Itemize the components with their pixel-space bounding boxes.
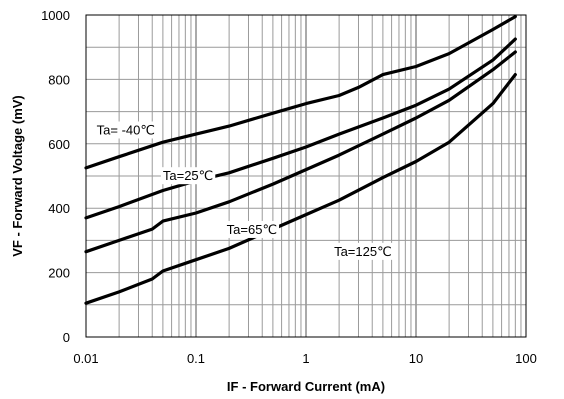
- y-tick-label: 800: [48, 72, 70, 87]
- x-tick-label: 0.1: [187, 351, 205, 366]
- series-label-background: [160, 167, 216, 185]
- x-tick-label: 10: [409, 351, 423, 366]
- series-label-background: [224, 220, 280, 238]
- y-tick-label: 1000: [41, 8, 70, 23]
- x-axis-ticks: 0.01 0.1 1 10 100: [73, 351, 537, 366]
- x-tick-label: 100: [515, 351, 537, 366]
- series-label-background: [94, 121, 157, 139]
- plot-frame: [85, 14, 527, 338]
- y-tick-label: 600: [48, 137, 70, 152]
- x-tick-label: 1: [302, 351, 309, 366]
- y-axis-label: VF - Forward Voltage (mV): [10, 95, 25, 257]
- series-label-3: Ta=65℃: [227, 222, 277, 237]
- series-line-3: [84, 50, 517, 254]
- y-axis-ticks: 0 200 400 600 800 1000: [41, 8, 70, 345]
- series-label-background: [332, 242, 394, 260]
- series-label-4: Ta=125℃: [334, 244, 392, 259]
- y-tick-label: 0: [63, 330, 70, 345]
- series-curves: [84, 15, 517, 305]
- y-tick-label: 200: [48, 266, 70, 281]
- x-axis-label: IF - Forward Current (mA): [227, 379, 385, 394]
- series-line-4: [84, 72, 517, 305]
- y-tick-label: 400: [48, 201, 70, 216]
- series-labels: Ta= -40℃ Ta=25℃ Ta=65℃ Ta=125℃: [94, 121, 394, 260]
- x-tick-label: 0.01: [73, 351, 98, 366]
- grid-lines: [85, 15, 527, 337]
- series-line-2: [84, 37, 517, 220]
- series-line-1: [84, 15, 517, 170]
- series-label-2: Ta=25℃: [163, 168, 213, 183]
- series-label-1: Ta= -40℃: [97, 122, 155, 137]
